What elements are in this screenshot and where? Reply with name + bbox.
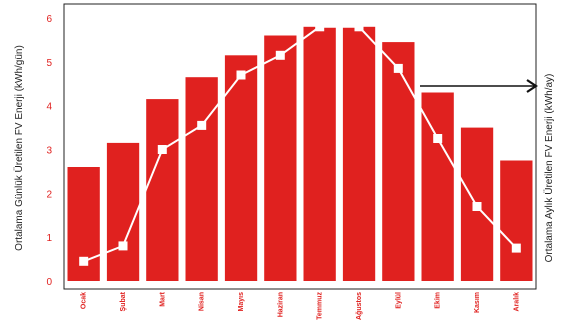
y-tick-label: 2: [46, 189, 52, 200]
x-tick-label: Mayıs: [238, 292, 245, 312]
x-tick-label: Aralık: [513, 292, 520, 312]
right-arrow: [420, 79, 538, 93]
x-tick-label: Kasım: [474, 292, 481, 313]
line-layer: [79, 22, 521, 266]
x-tick-label: Eylül: [395, 292, 402, 309]
bar-nisan: [185, 77, 218, 281]
right-arrow-head: [526, 79, 538, 93]
x-tick-label: Haziran: [277, 292, 284, 317]
bar-aralık: [500, 160, 533, 281]
x-axis-ticks: Ocak Şubat Mart Nisan Mayıs Haziran Temmuz Ağus…: [81, 291, 521, 320]
bar-eylül: [382, 42, 415, 281]
y2-axis-label: Ortalama Aylık Üretilen FV Enerji (kWh/a…: [543, 74, 555, 263]
annotation-superscript: 0: [149, 28, 155, 39]
line-marker-mart: [157, 145, 167, 154]
x-tick-label: Nisan: [199, 292, 206, 311]
line-marker-haziran: [275, 50, 285, 60]
line-marker-kasım: [472, 202, 482, 211]
line-marker-temmuz: [315, 22, 325, 32]
y-axis-ticks: 0 1 2 3 4 5 6: [46, 14, 52, 288]
bar-ağustos: [342, 26, 376, 281]
y-tick-label: 0: [46, 277, 52, 288]
line-marker-nisan: [197, 120, 207, 130]
line-series-path: [83, 25, 518, 263]
line-marker-mayıs: [236, 70, 246, 80]
line-marker-ocak: [79, 256, 89, 266]
y-tick-label: 4: [46, 102, 52, 113]
x-tick-label: Temmuz: [317, 292, 324, 320]
bar-temmuz: [303, 26, 336, 281]
bar-ekim: [421, 92, 454, 281]
y-tick-label: 6: [46, 14, 52, 25]
x-tick-label: Mart: [159, 291, 166, 306]
y-axis-label: Ortalama Günlük Üretilen FV Enerji (kWh/…: [13, 45, 25, 251]
bar-haziran: [264, 35, 297, 281]
y-tick-label: 3: [46, 146, 52, 157]
x-tick-label: Ocak: [81, 292, 88, 309]
bar-mart: [146, 99, 179, 281]
line-marker-aralık: [511, 243, 521, 253]
bars-layer: [67, 26, 533, 281]
plot-area-frame: [63, 3, 537, 290]
annotation-label: 0=31: [100, 35, 143, 56]
x-tick-label: Şubat: [120, 291, 127, 311]
x-tick-label: Ekim: [435, 292, 442, 309]
bar-şubat: [106, 142, 140, 281]
y-tick-label: 1: [46, 233, 52, 244]
line-marker-ağustos: [354, 22, 364, 32]
x-tick-label: Ağustos: [356, 292, 363, 320]
line-marker-ekim: [433, 134, 443, 143]
line-marker-şubat: [118, 241, 128, 251]
bar-mayıs: [224, 55, 258, 281]
line-marker-eylül: [393, 63, 403, 73]
y-tick-label: 5: [46, 58, 52, 69]
